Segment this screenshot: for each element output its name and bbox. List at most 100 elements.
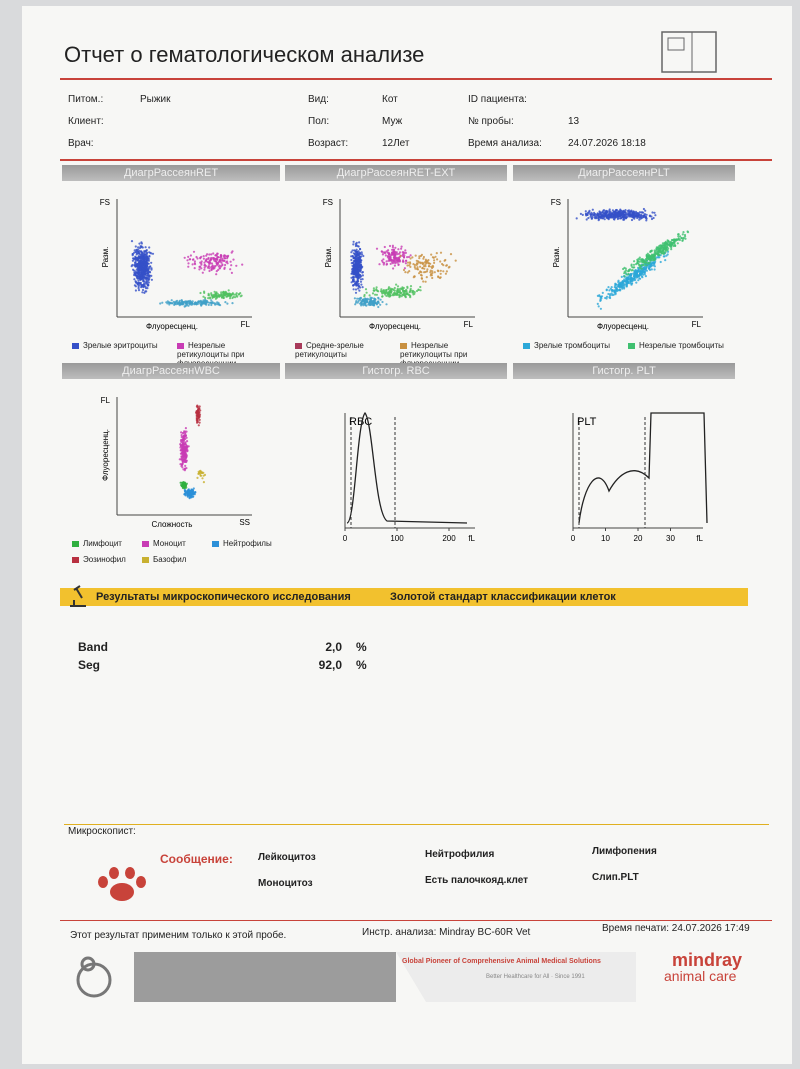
scatter-dot — [632, 211, 636, 214]
scatter-dot — [656, 250, 659, 253]
scatter-dot — [615, 283, 618, 286]
scatter-dot — [132, 257, 135, 260]
scatter-dot — [183, 305, 186, 308]
scatter-dot — [391, 288, 394, 291]
divider — [60, 78, 772, 80]
scatter-dot — [365, 291, 368, 294]
legend-text: Средне-зрелые ретикулоциты — [295, 341, 364, 359]
scatter-dot — [199, 474, 203, 477]
scatter-dot — [232, 258, 235, 261]
scatter-dot — [375, 293, 378, 296]
scatter-dot — [159, 302, 162, 305]
scatter-dot — [394, 246, 397, 249]
scatter-plot: FS Разм. Флуоресценц. FL — [323, 198, 475, 331]
scatter-dot — [424, 263, 427, 266]
scatter-dot — [409, 257, 412, 260]
scatter-dot — [419, 285, 422, 289]
scatter-dot — [215, 296, 219, 299]
x-tick-label: 20 — [634, 534, 643, 543]
scatter-dot — [144, 276, 147, 279]
scatter-dot — [623, 287, 626, 290]
scatter-dot — [142, 274, 145, 277]
scatter-dot — [629, 214, 632, 217]
scatter-dot — [611, 289, 614, 292]
scatter-dot — [388, 295, 391, 298]
scatter-dot — [209, 258, 212, 261]
scatter-dot — [650, 255, 654, 258]
scatter-dot — [662, 255, 665, 258]
scatter-dot — [645, 216, 648, 219]
scatter-dot — [605, 295, 609, 298]
scatter-dot — [385, 303, 388, 306]
legend-swatch — [142, 556, 149, 563]
scatter-dot — [624, 271, 627, 274]
scatter-dot — [387, 288, 390, 291]
scatter-dot — [454, 259, 457, 262]
scatter-dot — [678, 238, 681, 242]
legend-text: Зрелые эритроциты — [83, 341, 158, 350]
scatter-dot — [638, 213, 641, 216]
message-item: Слип.PLT — [592, 872, 639, 883]
paw-toe — [98, 876, 108, 888]
scatter-dot — [134, 273, 137, 276]
scatter-dot — [140, 274, 143, 277]
scatter-dot — [649, 250, 652, 253]
scatter-dot — [137, 289, 141, 292]
scatter-dot — [375, 288, 378, 291]
scatter-dot — [648, 256, 651, 259]
legend-swatch — [72, 342, 79, 349]
scatter-dot — [644, 275, 647, 278]
scatter-dot — [385, 260, 388, 263]
scatter-dot — [353, 297, 356, 300]
x-axis-end: fL — [696, 534, 703, 543]
scatter-dot — [416, 267, 419, 271]
scatter-dot — [190, 493, 193, 496]
scatter-dot — [419, 261, 422, 264]
scatter-dot — [599, 298, 602, 301]
scatter-dot — [137, 246, 140, 249]
scatter-dot — [352, 273, 355, 276]
scatter-dot — [591, 212, 594, 216]
scatter-dot — [426, 268, 429, 271]
scatter-dot — [230, 264, 233, 267]
scatter-dot — [379, 298, 382, 301]
scatter-dot — [636, 275, 639, 278]
scatter-dot — [372, 303, 375, 306]
scatter-dot — [180, 299, 183, 302]
scatter-dot — [198, 405, 201, 408]
scatter-dot — [607, 292, 610, 296]
scatter-dot — [430, 253, 433, 256]
scatter-dot — [622, 218, 625, 221]
scatter-dot — [217, 260, 220, 264]
scatter-dot — [416, 266, 419, 269]
scatter-dot — [430, 265, 433, 268]
microscopy-title: Результаты микроскопического исследовани… — [96, 591, 351, 603]
divider — [64, 824, 769, 825]
scatter-dot — [375, 247, 379, 250]
scatter-dot — [361, 278, 364, 281]
scatter-dot — [222, 255, 226, 258]
scatter-dot — [220, 261, 223, 264]
scatter-dot — [445, 264, 448, 267]
scatter-dot — [352, 256, 355, 259]
scatter-dot — [211, 301, 214, 304]
scatter-dot — [210, 293, 213, 296]
scatter-dot — [419, 270, 422, 273]
scatter-dot — [355, 256, 358, 259]
scatter-dot — [150, 267, 153, 270]
scatter-dot — [352, 240, 355, 243]
microscope-icon — [70, 585, 86, 607]
scatter-dot — [422, 262, 425, 265]
scatter-dot — [361, 271, 364, 274]
scatter-dot — [134, 245, 137, 248]
scatter-dot — [182, 468, 185, 471]
scatter-dot — [356, 297, 359, 300]
y-axis-label: Разм. — [101, 247, 110, 268]
scatter-dot — [642, 273, 645, 276]
scatter-dot — [221, 294, 224, 297]
scatter-dot — [172, 300, 175, 303]
scatter-dot — [427, 265, 430, 268]
scatter-dot — [593, 212, 596, 216]
scatter-dot — [418, 257, 421, 260]
scatter-dot — [404, 295, 407, 298]
